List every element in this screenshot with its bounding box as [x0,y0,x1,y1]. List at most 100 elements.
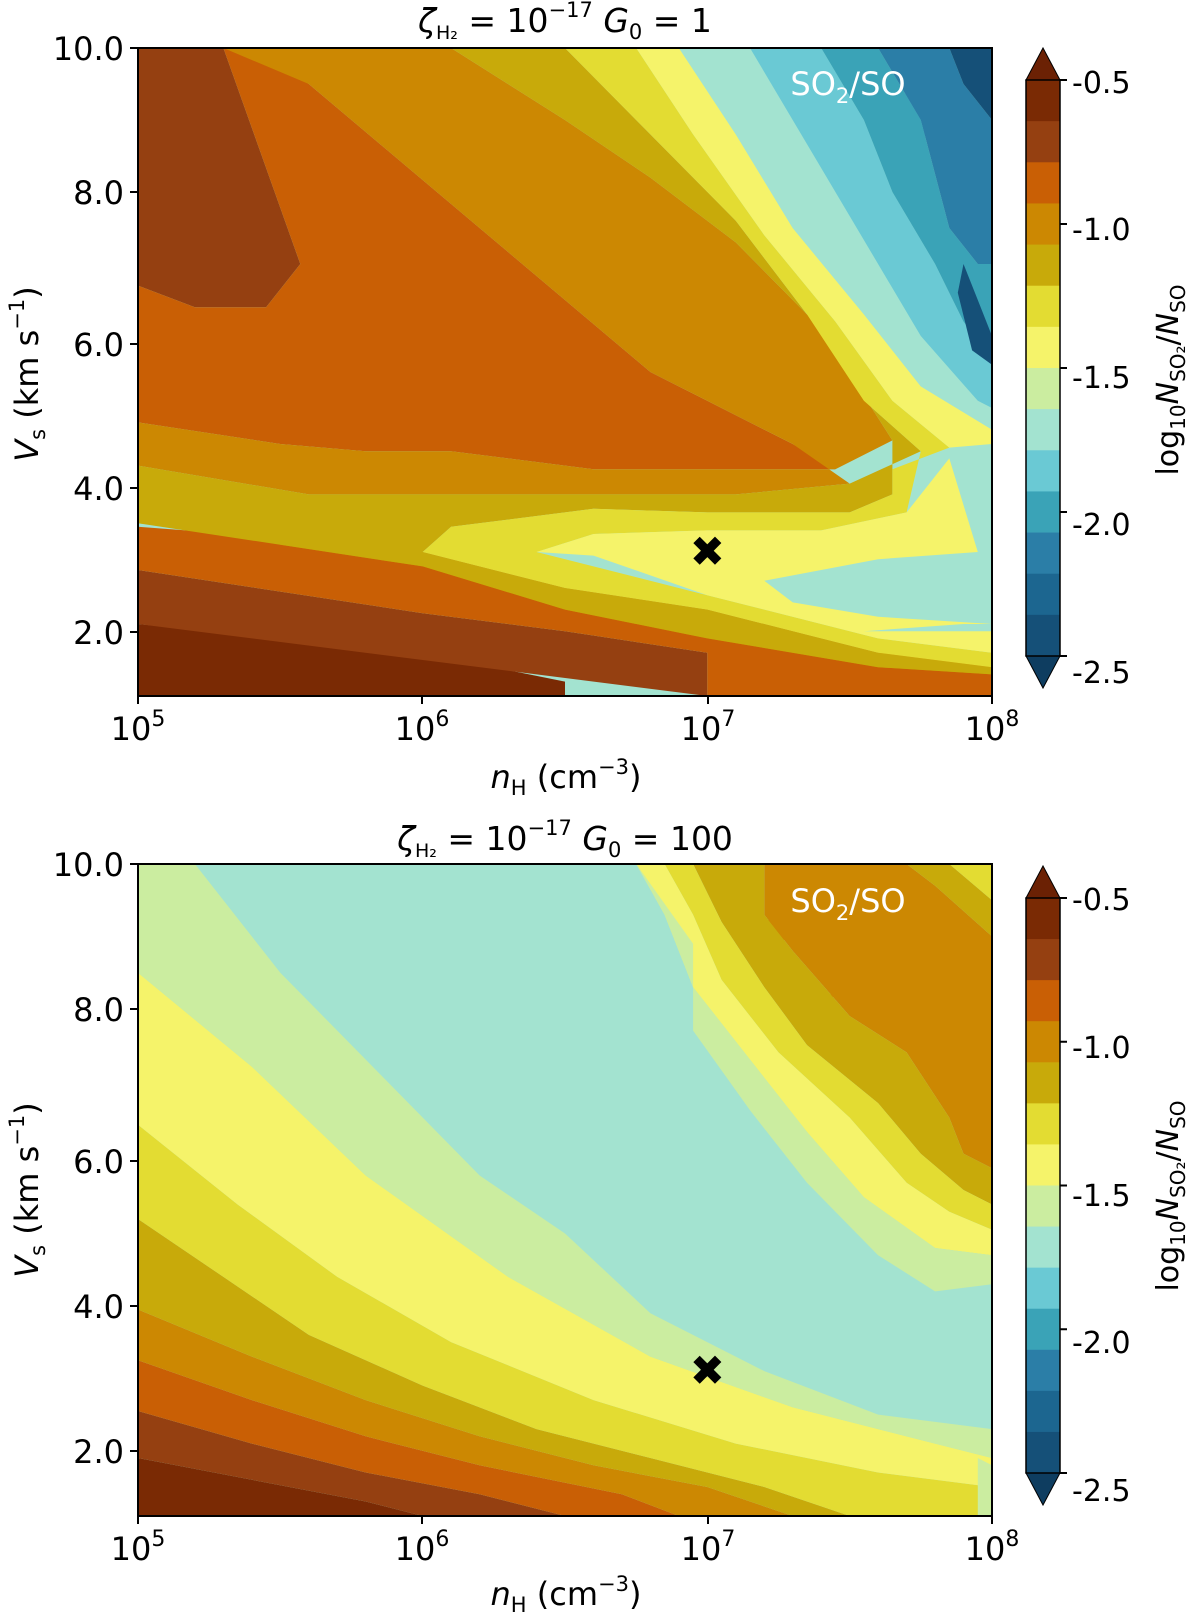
x-axis-label: nH (cm−3) [491,1572,642,1613]
colorbar-band [1026,1267,1060,1310]
x-axis: 105 106 107 108 nH (cm−3) [111,696,1020,800]
y-tick-label: 6.0 [73,1143,124,1181]
contour-region--1p3 [536,458,992,653]
colorbar-band [1026,285,1060,328]
colorbar-band [1026,491,1060,534]
colorbar-extend-max [1025,46,1061,81]
y-tick-2: 2.0 [73,1433,138,1471]
contour-region--0p8 [764,864,992,1169]
colorbar-tick-label: -2.0 [1072,508,1131,543]
y-tick-8: 8.0 [73,174,138,212]
colorbar-tick-label: -0.5 [1072,883,1131,918]
colorbar-band [1026,1103,1060,1146]
colorbar-band [1026,450,1060,493]
panel-top: ✖ ζH₂ = 10−17 G0 = 1 2.0 4.0 6.0 8.0 10.… [5,0,1190,800]
contour-region--2p4 [957,264,992,365]
contour-regions [138,864,992,1516]
contour-region--0p7 [138,48,836,470]
colorbar-tick-label: -1.0 [1072,213,1131,248]
colorbar-tick-label: -1.5 [1072,361,1131,396]
contour-region--1p3 [138,972,992,1487]
colorbar-tick-label: -1.0 [1072,1031,1131,1066]
y-tick-6: 6.0 [73,326,138,364]
x-tick-1e6: 106 [395,1516,450,1568]
y-tick-label: 2.0 [73,614,124,652]
colorbar-band [1026,1226,1060,1269]
x-tick-label: 107 [681,707,736,748]
y-tick-4: 4.0 [73,1288,138,1326]
x-axis: 105 106 107 108 nH (cm−3) [111,1516,1019,1613]
y-tick-label: 6.0 [73,326,124,364]
y-axis: 2.0 4.0 6.0 8.0 10.0 Vs (km s−1) [5,30,138,652]
contour-region--1 [138,48,992,675]
contour-region--1p6 [977,1458,992,1516]
colorbar-extend-min [1025,1472,1061,1507]
contour-region--1p6 [863,624,992,632]
contour-region--1p2 [664,864,992,1230]
contour-region--1p8 [750,48,992,408]
colorbar-band [1026,1144,1060,1187]
x-tick-label: 108 [965,707,1020,748]
x-tick-label: 105 [111,707,166,748]
model-marker: ✖ [690,1346,725,1395]
contour-region--1p2 [949,864,992,901]
x-tick-1e8: 108 [965,696,1020,748]
contour-region--1p2 [138,1124,992,1516]
x-tick-1e7: 107 [681,1516,736,1568]
colorbar-label: log10NSO₂/NSO [1151,1100,1190,1291]
colorbar-band [1026,1185,1060,1228]
y-tick-label: 10.0 [53,30,124,68]
y-tick-label: 10.0 [53,846,124,884]
contour-region--0p8 [138,1309,793,1516]
x-tick-1e8: 108 [965,1516,1019,1568]
colorbar-band [1026,980,1060,1022]
colorbar-band [1026,121,1060,163]
x-tick-label: 105 [111,1527,166,1568]
x-tick-1e7: 107 [681,696,736,748]
x-axis-label: nH (cm−3) [491,755,642,800]
colorbar-band [1026,573,1060,616]
contour-region--0p5 [138,624,565,696]
x-tick-1e5: 105 [111,696,166,748]
chart-title: ζH₂ = 10−17 G0 = 100 [396,816,733,862]
contour-region--2p2 [878,48,992,264]
y-tick-label: 2.0 [73,1433,124,1471]
colorbar-band [1026,203,1060,246]
plot-frame [137,863,993,1517]
contour-region--1p3 [636,864,992,1256]
y-axis-label: Vs (km s−1) [5,286,50,462]
colorbar: -0.5 -1.0 -1.5 -2.0 -2.5 log10NSO₂/NSO [1025,864,1190,1509]
y-tick-6: 6.0 [73,1143,138,1181]
y-tick-10: 10.0 [53,30,138,68]
colorbar-band [1026,898,1060,940]
colorbar-band [1026,532,1060,575]
y-axis: 2.0 4.0 6.0 8.0 10.0 Vs (km s−1) [5,846,138,1471]
chart-title: ζH₂ = 10−17 G0 = 1 [417,0,712,44]
panel-bottom: ✖ ζH₂ = 10−17 G0 = 100 2.0 4.0 6.0 8.0 1… [5,816,1190,1613]
colorbar-band [1026,1308,1060,1351]
y-tick-label: 8.0 [73,174,124,212]
colorbar-band [1026,1349,1060,1392]
colorbar-label: log10NSO₂/NSO [1151,284,1190,475]
contour-region--2p4 [949,48,992,120]
x-tick-1e6: 106 [395,696,450,748]
x-tick-label: 106 [395,1527,450,1568]
y-tick-4: 4.0 [73,470,138,508]
x-tick-label: 106 [395,707,450,748]
colorbar-band [1026,244,1060,287]
model-marker: ✖ [690,527,725,576]
contour-region--1p3 [636,48,992,448]
x-tick-label: 107 [681,1527,736,1568]
y-tick-8: 8.0 [73,991,138,1029]
colorbar-band [1026,939,1060,981]
contour-region--1p6 [138,864,992,1458]
contour-region--0p7 [138,526,992,696]
colorbar-band [1026,80,1060,122]
colorbar-band [1026,1021,1060,1063]
colorbar-extend-min [1025,655,1061,690]
contour-region--0p6 [138,570,708,696]
y-tick-2: 2.0 [73,614,138,652]
colorbar-tick-label: -0.5 [1072,66,1131,101]
contour-regions [138,48,992,696]
